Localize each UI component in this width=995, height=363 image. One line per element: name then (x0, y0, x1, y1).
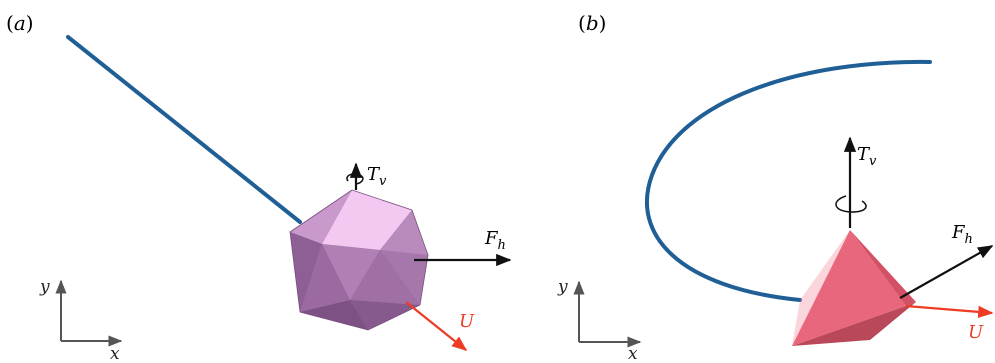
force-label-b: Fh (951, 222, 973, 247)
tetrahedron-body (792, 230, 916, 346)
y-axis-label-b: y (557, 277, 568, 297)
x-axis-label-a: x (110, 344, 120, 363)
torque-label-b: Tv (857, 144, 877, 169)
torque-rotation-icon-b (835, 195, 867, 213)
trajectory-line-a (66, 35, 302, 224)
panel-a: (a) Tv Fh (6, 11, 512, 363)
x-axis-label-b: x (628, 344, 638, 363)
torque-rotation-icon-a (346, 173, 364, 185)
panel-b: (b) Tv Fh U y x (557, 11, 994, 363)
velocity-label-b: U (968, 322, 984, 343)
axes-triad-b: y x (557, 277, 642, 363)
velocity-arrow-a (405, 301, 468, 351)
force-arrow-b (899, 245, 994, 299)
icosahedron-body (289, 189, 429, 331)
panel-b-label: (b) (578, 11, 606, 35)
velocity-label-a: U (459, 311, 475, 332)
force-label-a: Fh (484, 228, 506, 253)
velocity-arrow-b (905, 304, 994, 319)
torque-label-a: Tv (367, 164, 387, 189)
y-axis-label-a: y (39, 277, 50, 297)
trajectory-curve-b (645, 59, 932, 302)
axes-triad-a: y x (39, 277, 123, 363)
panel-a-label: (a) (6, 11, 34, 35)
